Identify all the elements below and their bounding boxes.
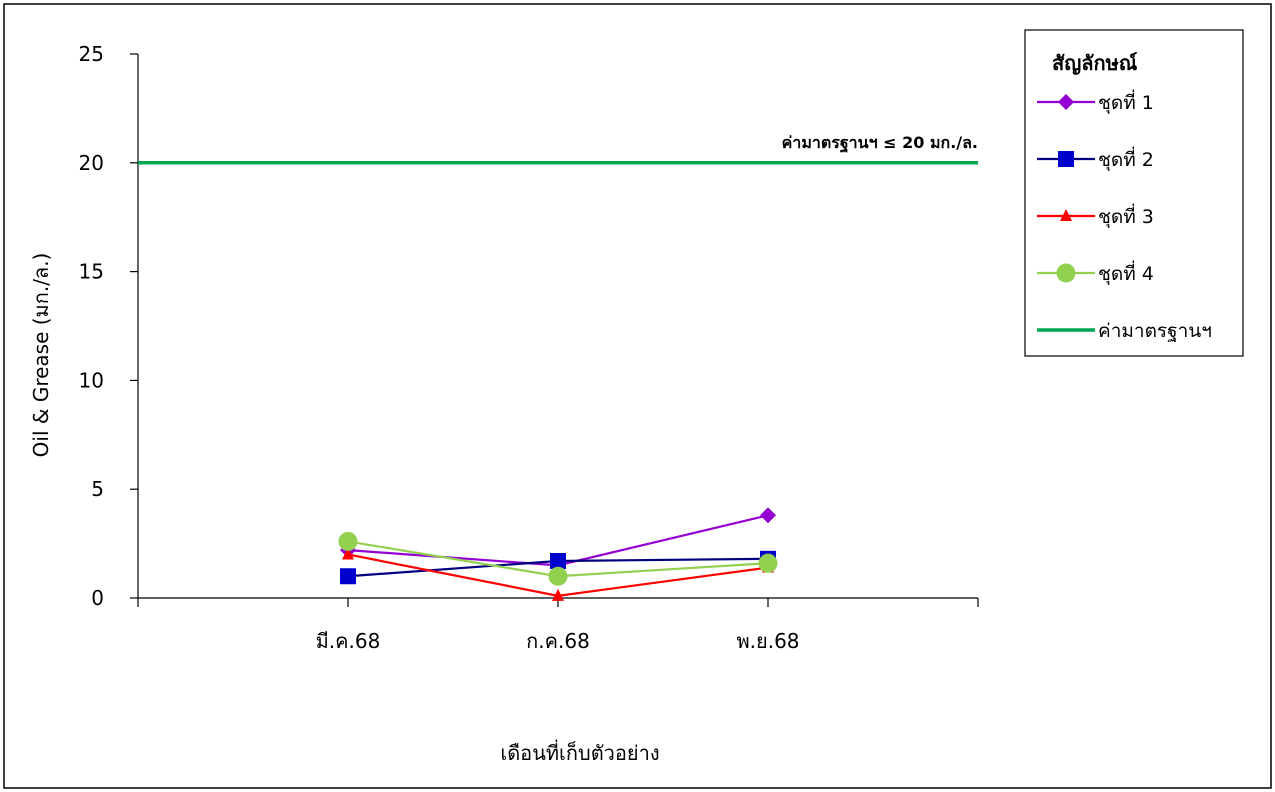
legend-label: ชุดที่ 4	[1098, 260, 1154, 286]
y-tick-label: 20	[79, 151, 104, 175]
y-tick-label: 15	[79, 260, 104, 284]
legend-title: สัญลักษณ์	[1052, 51, 1138, 75]
series-2-point	[340, 568, 356, 585]
legend-swatch-marker	[1058, 94, 1074, 110]
legend-swatch-marker	[1056, 263, 1076, 283]
x-tick-label: มี.ค.68	[316, 629, 381, 653]
legend: สัญลักษณ์ ชุดที่ 1 ชุดที่ 2 ชุดที่ 3 ชุดที่…	[1024, 29, 1244, 357]
x-axis-title: เดือนที่เก็บตัวอย่าง	[500, 739, 659, 765]
legend-label: ชุดที่ 3	[1098, 203, 1154, 229]
series-3-point	[342, 547, 354, 560]
plot-area: 0 5 10 15 20 25 มี.ค.68 ก.ค.68 พ.ย.68	[79, 42, 979, 653]
series-3-point	[552, 588, 564, 601]
series-4-point	[338, 531, 358, 551]
series-2-point	[550, 553, 566, 570]
legend-label: ชุดที่ 1	[1098, 89, 1154, 115]
y-tick-label: 0	[91, 586, 104, 610]
y-tick-label: 25	[79, 42, 104, 66]
y-tick-label: 5	[91, 477, 104, 501]
series-4-point	[548, 566, 568, 586]
standard-annotation: ค่ามาตรฐานฯ ≤ 20 มก./ล.	[782, 133, 978, 153]
legend-label: ค่ามาตรฐานฯ	[1098, 320, 1212, 342]
x-tick-label: ก.ค.68	[526, 629, 590, 653]
y-tick-label: 10	[79, 368, 104, 392]
series-4-point	[758, 553, 778, 573]
legend-label: ชุดที่ 2	[1098, 146, 1154, 172]
x-tick-label: พ.ย.68	[736, 629, 799, 653]
legend-swatch-marker	[1060, 209, 1072, 221]
legend-swatch-marker	[1058, 151, 1074, 167]
series-1-point	[760, 507, 776, 524]
y-axis-title: Oil & Grease (มก./ล.)	[29, 253, 53, 458]
legend-box	[1024, 29, 1244, 357]
